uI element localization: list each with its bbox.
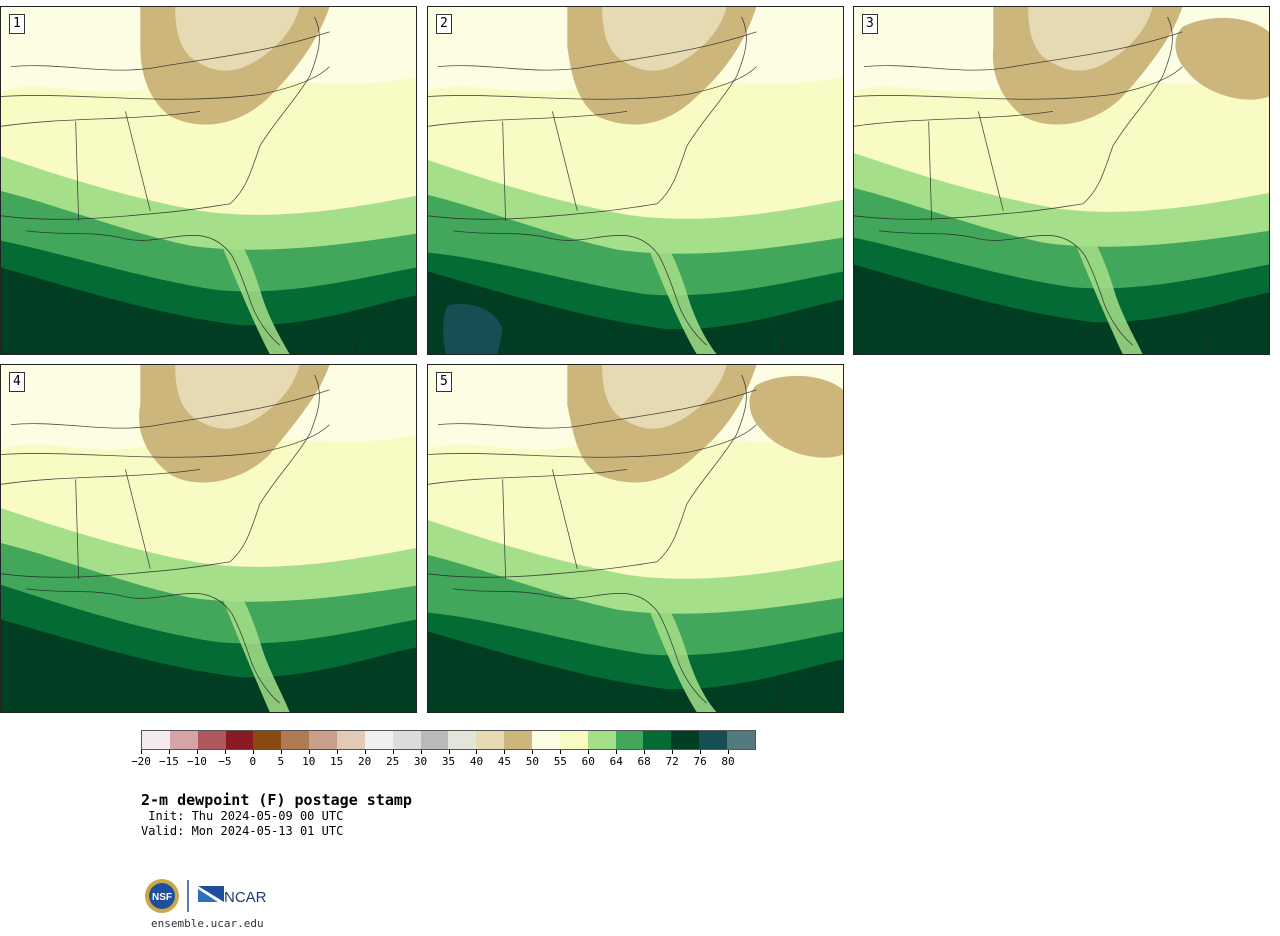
- colorbar-segment: [615, 731, 644, 749]
- colorbar-segment: [587, 731, 616, 749]
- colorbar-tick-mark: [392, 750, 394, 754]
- colorbar-segment: [197, 731, 226, 749]
- colorbar-tick-label: 76: [693, 755, 707, 768]
- colorbar-tick-label: 60: [581, 755, 595, 768]
- map-title: 2-m dewpoint (F) postage stamp: [141, 791, 412, 809]
- colorbar-tick-label: 45: [497, 755, 512, 768]
- colorbar-segment: [504, 731, 533, 749]
- colorbar-tick-labels: −20 −15 −10 −5 0 5 10 15 20 25 30 35 40 45 50 55 60 64 68 7…: [131, 750, 756, 771]
- colorbar-tick-label: 72: [665, 755, 679, 768]
- colorbar-tick-mark: [448, 750, 450, 754]
- panel-1: 1: [0, 6, 417, 355]
- colorbar-segment: [364, 731, 393, 749]
- dewpoint-map-3: [854, 7, 1269, 354]
- colorbar-tick-mark: [196, 750, 198, 754]
- colorbar-tick-mark: [700, 750, 702, 754]
- colorbar-tick-label: 35: [441, 755, 456, 768]
- colorbar-tick-mark: [364, 750, 366, 754]
- colorbar-segment: [169, 731, 198, 749]
- dewpoint-map-2: [428, 7, 843, 354]
- colorbar-tick-mark: [616, 750, 618, 754]
- panel-number: 3: [862, 14, 878, 34]
- init-time: Init: Thu 2024-05-09 00 UTC: [141, 809, 344, 823]
- colorbar-segment: [532, 731, 560, 749]
- colorbar-tick-label: 20: [358, 755, 372, 768]
- colorbar-tick-label: 64: [609, 755, 623, 768]
- colorbar-tick-mark: [308, 750, 310, 754]
- panel-number: 5: [436, 372, 452, 392]
- website-url[interactable]: ensemble.ucar.edu: [151, 917, 264, 930]
- colorbar-segment: [671, 731, 700, 749]
- colorbar-tick-mark: [588, 750, 590, 754]
- nsf-logo-text: NSF: [152, 892, 172, 903]
- colorbar-segment: [727, 731, 755, 749]
- dewpoint-map-5: [428, 365, 843, 712]
- colorbar-segment: [142, 731, 170, 749]
- panel-number: 4: [9, 372, 25, 392]
- colorbar-tick-label: −15: [159, 755, 179, 768]
- colorbar-tick-mark: [476, 750, 478, 754]
- panel-5: 5: [427, 364, 844, 713]
- dewpoint-map-1: [1, 7, 416, 354]
- colorbar-tick-mark: [141, 750, 142, 754]
- colorbar-segment: [253, 731, 282, 749]
- ncar-logo-text: NCAR: [224, 889, 267, 906]
- colorbar-tick-mark: [644, 750, 646, 754]
- colorbar-tick-label: 25: [385, 755, 400, 768]
- colorbar-segment: [309, 731, 338, 749]
- dewpoint-colorbar: [141, 730, 756, 750]
- colorbar-tick-mark: [672, 750, 674, 754]
- colorbar-segment: [392, 731, 421, 749]
- colorbar-segment: [559, 731, 588, 749]
- colorbar-tick-label: −5: [218, 755, 232, 768]
- panel-number: 1: [9, 14, 25, 34]
- panel-3: 3: [853, 6, 1270, 355]
- valid-time: Valid: Mon 2024-05-13 01 UTC: [141, 824, 344, 838]
- colorbar-segment: [225, 731, 254, 749]
- colorbar-tick-label: 55: [553, 755, 567, 768]
- dewpoint-map-4: [1, 365, 416, 712]
- colorbar-tick-mark: [560, 750, 562, 754]
- colorbar-tick-label: 50: [525, 755, 539, 768]
- colorbar-tick-label: 30: [413, 755, 428, 768]
- colorbar-tick-label: 10: [302, 755, 316, 768]
- colorbar-tick-label: 0: [249, 755, 257, 768]
- colorbar-tick-mark: [252, 750, 254, 754]
- colorbar-segment: [448, 731, 477, 749]
- colorbar-tick-label: 80: [721, 755, 735, 768]
- colorbar-tick-label: 5: [277, 755, 285, 768]
- colorbar-segment: [420, 731, 449, 749]
- colorbar-tick-mark: [728, 750, 730, 754]
- colorbar-tick-mark: [224, 750, 226, 754]
- logos: NSF NCAR: [144, 876, 284, 916]
- colorbar-segment: [643, 731, 672, 749]
- colorbar-tick-mark: [336, 750, 338, 754]
- colorbar-tick-label: 40: [469, 755, 484, 768]
- colorbar-tick-label: −10: [186, 755, 207, 768]
- colorbar-segment: [281, 731, 310, 749]
- colorbar-tick-mark: [280, 750, 282, 754]
- panel-2: 2: [427, 6, 844, 355]
- nsf-logo: NSF: [145, 879, 179, 913]
- colorbar-segment: [699, 731, 728, 749]
- colorbar-segment: [476, 731, 505, 749]
- colorbar-tick-label: 15: [330, 755, 344, 768]
- colorbar-tick-label: −20: [131, 755, 151, 768]
- ncar-logo: NCAR: [198, 886, 267, 906]
- panel-number: 2: [436, 14, 452, 34]
- colorbar-segment: [337, 731, 365, 749]
- colorbar-tick-mark: [504, 750, 506, 754]
- colorbar-tick-label: 68: [637, 755, 651, 768]
- colorbar-tick-mark: [168, 750, 170, 754]
- colorbar-tick-mark: [420, 750, 422, 754]
- panel-4: 4: [0, 364, 417, 713]
- colorbar-tick-mark: [532, 750, 534, 754]
